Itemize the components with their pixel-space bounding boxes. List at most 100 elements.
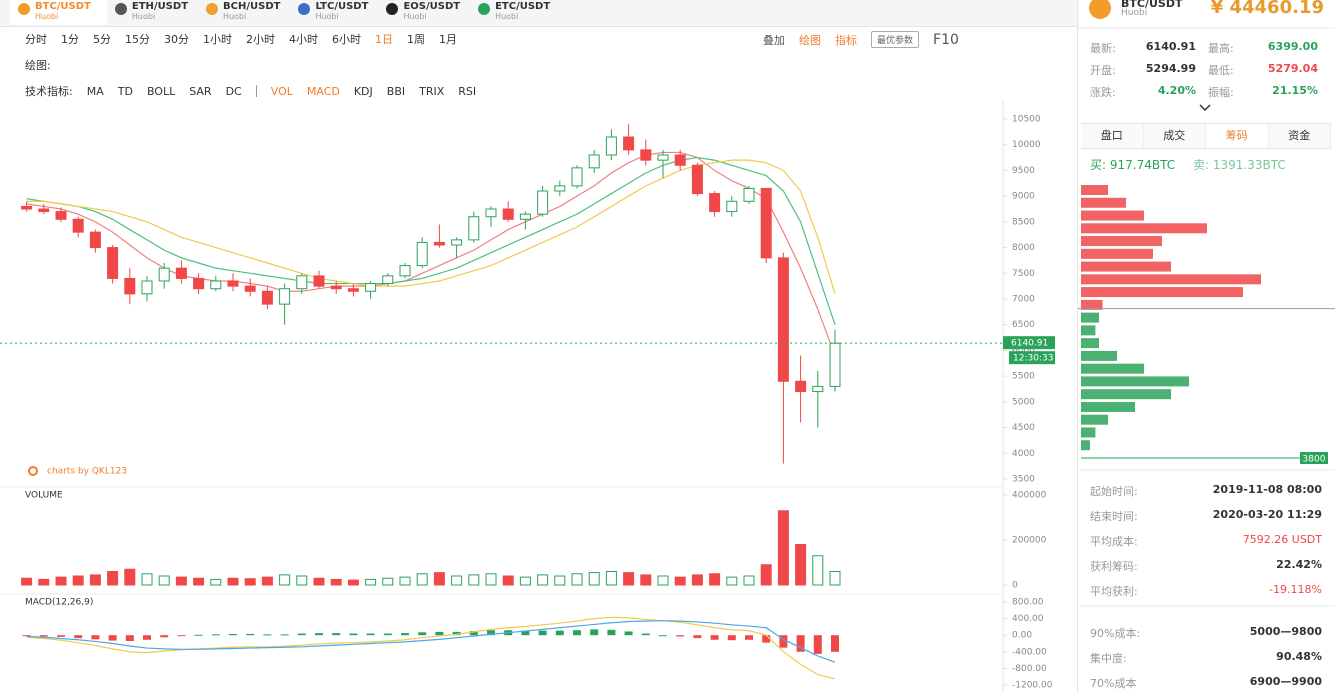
timeframe[interactable]: 2小时 [246, 33, 275, 46]
volume-bar [451, 575, 463, 586]
candle-body [485, 208, 497, 218]
chip-bar [1081, 223, 1207, 234]
macd-bar [469, 631, 478, 636]
volume-bar [674, 576, 686, 586]
tab-exchange: Huobi [223, 12, 247, 21]
candle-body [107, 247, 119, 279]
candle-body [227, 280, 239, 287]
timeframe[interactable]: 6小时 [332, 33, 361, 46]
candle-body [261, 290, 273, 305]
candle-body [829, 342, 841, 387]
indicator[interactable]: TRIX [419, 84, 445, 98]
candle-body [605, 136, 617, 156]
sidebar-tab[interactable]: 资金 [1268, 124, 1331, 148]
indicator[interactable]: MACD [306, 84, 340, 98]
candle-body [726, 200, 738, 213]
tool[interactable]: 叠加 [763, 33, 785, 47]
indicator[interactable]: DC [225, 84, 242, 98]
tab-text: EOS/USDT Huobi [403, 1, 460, 22]
sidebar-tab[interactable]: 成交 [1143, 124, 1206, 148]
timeframe[interactable]: 1周 [407, 33, 425, 46]
macd-bar [659, 635, 667, 637]
volume-bar [227, 577, 239, 586]
timeframe[interactable]: 分时 [25, 33, 47, 46]
candle-body [21, 205, 33, 210]
indicator[interactable]: MA [86, 84, 104, 98]
chip-bar [1081, 427, 1096, 438]
macd-bar [22, 635, 31, 637]
chip-bar [1081, 299, 1103, 310]
tab[interactable]: BCH/USDT Huobi [198, 0, 290, 25]
volume-bar [279, 574, 291, 586]
tab-symbol: EOS/USDT [403, 1, 461, 12]
timeframe[interactable]: 30分 [164, 33, 189, 46]
indicator[interactable]: BOLL [146, 84, 176, 98]
tool[interactable]: 指标 [835, 33, 857, 47]
indicator[interactable]: SAR [189, 84, 212, 98]
timeframe[interactable]: 4小时 [289, 33, 318, 46]
tab-symbol: ETC/USDT [495, 1, 551, 12]
macd-bar [280, 634, 289, 636]
tab[interactable]: ETC/USDT Huobi [470, 0, 560, 25]
volume-bar [72, 575, 84, 586]
volume-bar [365, 578, 377, 586]
candle-body [657, 154, 669, 161]
y-tick-label: 0 [1012, 581, 1018, 591]
volume-bar [141, 573, 153, 586]
expand-chevron[interactable] [1199, 104, 1211, 112]
candle-body [812, 385, 824, 393]
macd-bar [779, 635, 788, 648]
indicator[interactable]: KDJ [353, 84, 373, 98]
floor-label: 3800 [1303, 455, 1326, 465]
y-tick-label: 0.00 [1012, 631, 1032, 641]
symbol: BTC/USDT [1121, 0, 1183, 10]
cost-value: 5000—9800 [1249, 625, 1322, 638]
sidebar-tab[interactable]: 筹码 [1206, 124, 1269, 148]
tool[interactable]: 最优参数 [871, 31, 920, 48]
stat-value: 4.20% [1157, 84, 1196, 97]
volume-bar [38, 578, 50, 586]
timeframe[interactable]: 5分 [93, 33, 111, 46]
volume-bar [554, 575, 566, 586]
chip-bar [1081, 287, 1243, 298]
timeframe[interactable]: 1月 [439, 33, 457, 46]
chip-bar [1081, 197, 1126, 208]
tab[interactable]: ETH/USDT Huobi [107, 0, 198, 25]
y-tick-label: 9000 [1012, 192, 1035, 202]
chip-bar [1081, 414, 1108, 425]
tool[interactable]: 绘图 [799, 33, 821, 47]
volume-bar [812, 555, 824, 586]
macd-bar [573, 630, 581, 636]
macd-bar [332, 633, 341, 636]
tab[interactable]: BTC/USDT Huobi [10, 0, 107, 25]
tool[interactable]: F10 [933, 31, 959, 48]
candle-body [502, 208, 514, 220]
timeframe[interactable]: 1小时 [203, 33, 232, 46]
macd-bar [762, 635, 771, 643]
coin-icon [1089, 0, 1111, 19]
timeframe[interactable]: 15分 [125, 33, 150, 46]
tab[interactable]: LTC/USDT Huobi [290, 0, 378, 25]
tab-symbol: LTC/USDT [315, 1, 369, 12]
volume-bar [416, 573, 428, 586]
stat-value: 6399.00 [1267, 40, 1318, 53]
macd-bar [383, 633, 392, 636]
cost-value: 90.48% [1276, 650, 1322, 663]
macd-bar [676, 635, 685, 637]
candle-body [795, 380, 807, 393]
info-value: 7592.26 USDT [1242, 533, 1322, 546]
candle-body [674, 154, 686, 166]
timeframe[interactable]: 1分 [61, 33, 79, 46]
volume-bar [158, 575, 170, 586]
indicator[interactable]: TD [117, 84, 133, 98]
indicator[interactable]: BBI [386, 84, 406, 98]
tab-icon [386, 3, 399, 15]
last-price: 6140.91 [1011, 339, 1048, 349]
indicator[interactable]: RSI [458, 84, 477, 98]
indicator[interactable]: VOL [270, 84, 293, 98]
tab[interactable]: EOS/USDT Huobi [378, 0, 470, 25]
info-value: 2019-11-08 08:00 [1212, 483, 1322, 496]
sidebar-tab[interactable]: 盘口 [1081, 124, 1144, 148]
candle-body [709, 193, 721, 213]
timeframe[interactable]: 1日 [375, 33, 393, 46]
